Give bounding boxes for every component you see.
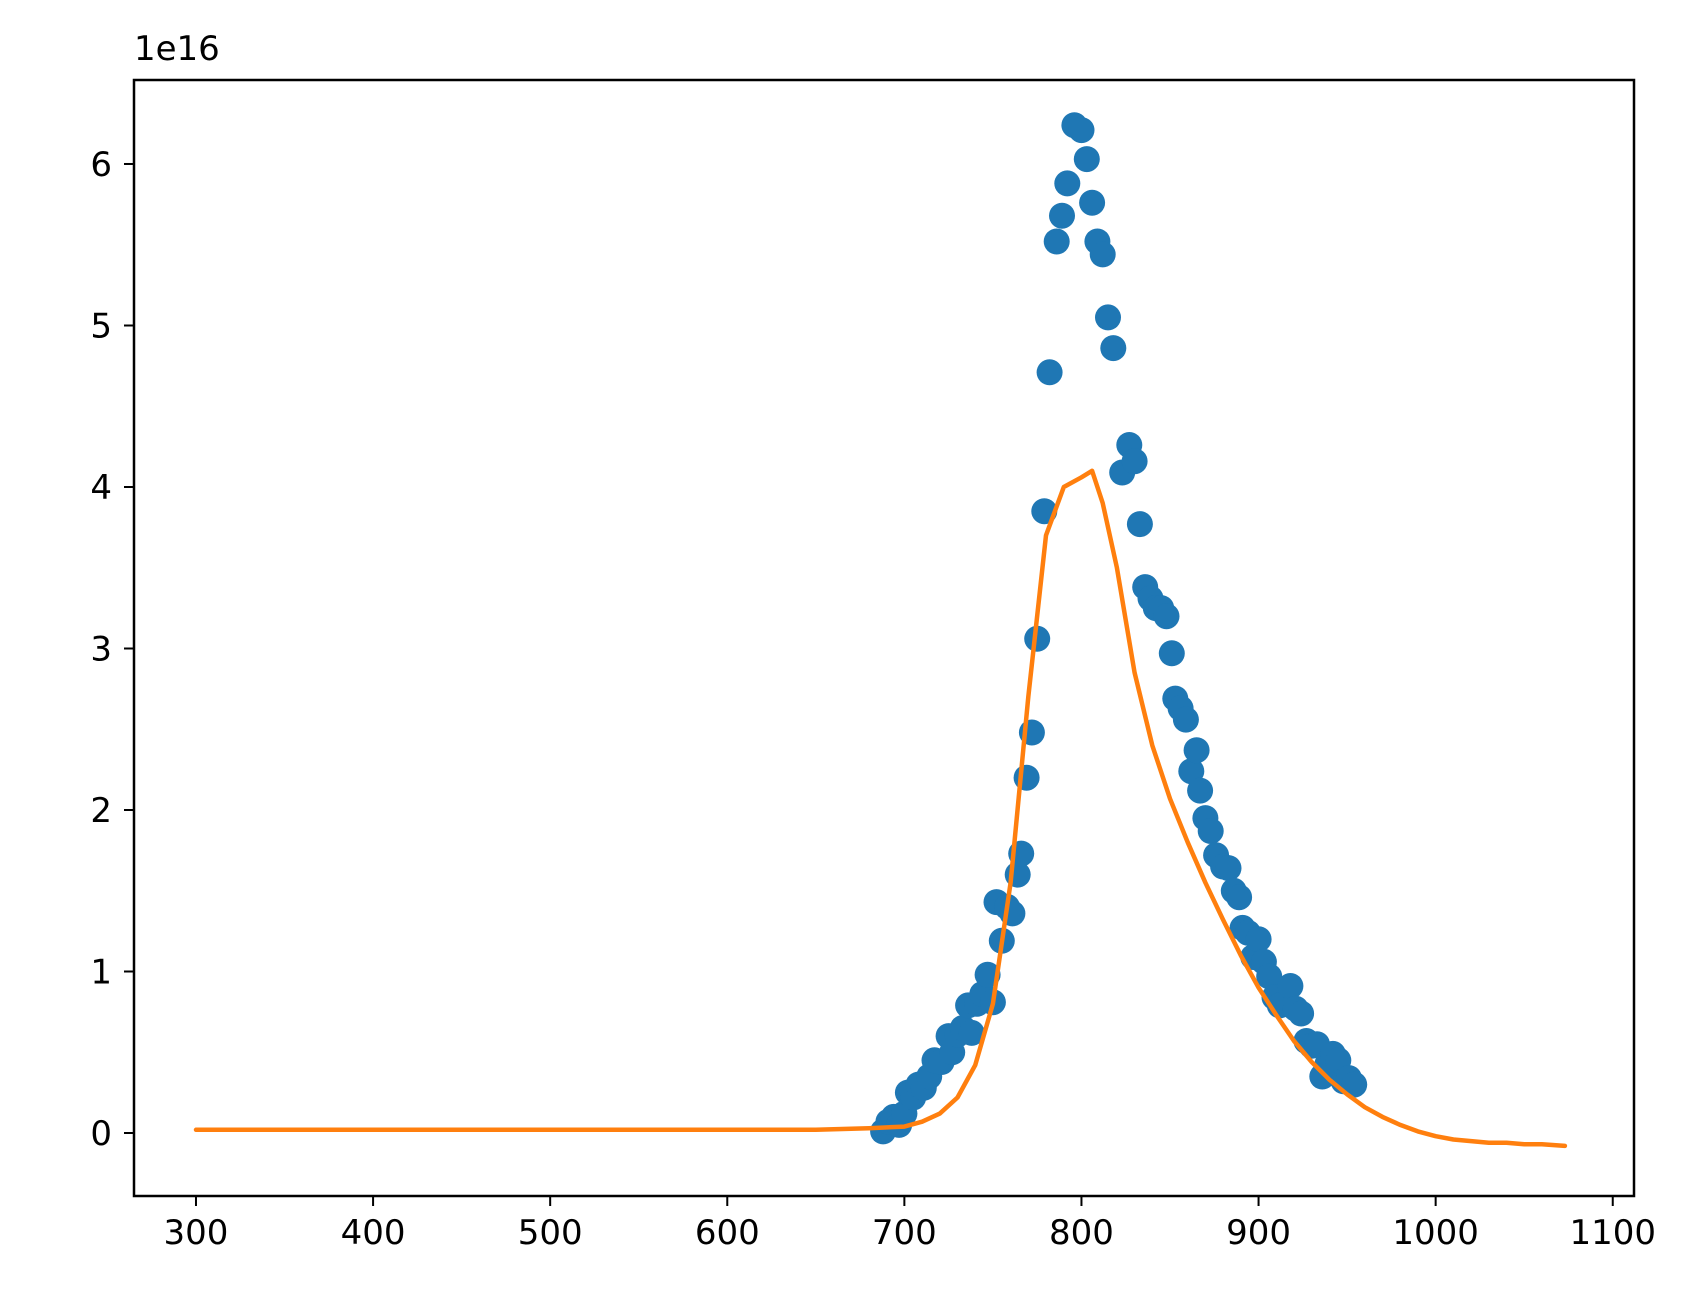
y-tick-label: 2	[90, 791, 112, 831]
axes-frame	[132, 78, 1636, 1198]
y-tick-label: 0	[90, 1114, 112, 1154]
scatter-point	[1024, 625, 1051, 652]
scatter-point	[1100, 335, 1127, 362]
scatter-point	[1187, 777, 1214, 804]
x-tick-label: 300	[164, 1213, 229, 1253]
y-offset-label: 1e16	[134, 29, 220, 69]
x-tick-label: 600	[695, 1213, 760, 1253]
x-tick-label: 700	[872, 1213, 937, 1253]
x-tick-label: 1100	[1569, 1213, 1656, 1253]
scatter-point	[1054, 170, 1081, 197]
y-tick-label: 6	[90, 145, 112, 185]
y-tick-label: 3	[90, 629, 112, 669]
scatter-point	[1226, 884, 1253, 911]
scatter-point	[1126, 511, 1153, 538]
scatter-series	[870, 112, 1368, 1145]
fit-line	[193, 468, 1568, 1149]
scatter-point	[1215, 855, 1242, 882]
scatter-point	[1068, 117, 1095, 144]
scatter-point	[1079, 189, 1106, 216]
x-tick-label: 900	[1226, 1213, 1291, 1253]
scatter-point	[1277, 973, 1304, 999]
plot-area	[193, 112, 1568, 1149]
scatter-point	[1158, 640, 1185, 667]
scatter-point	[1197, 818, 1224, 844]
scatter-point	[958, 1019, 985, 1046]
scatter-point	[1049, 202, 1075, 229]
scatter-point	[1089, 241, 1116, 268]
scatter-point	[1256, 963, 1283, 990]
scatter-point	[1172, 706, 1199, 733]
scatter-point	[1043, 228, 1070, 255]
scatter-point	[1153, 603, 1180, 630]
x-tick-label: 1000	[1392, 1213, 1479, 1253]
scatter-point	[1178, 758, 1205, 785]
x-tick-label: 500	[518, 1213, 583, 1253]
scatter-point	[1245, 926, 1272, 953]
x-tick-label: 800	[1049, 1213, 1114, 1253]
scatter-point	[1036, 359, 1063, 386]
scatter-point	[1073, 146, 1100, 173]
y-tick-label: 4	[90, 468, 112, 508]
scatter-point	[1288, 1000, 1315, 1027]
scatter-point	[1183, 737, 1210, 764]
y-tick-label: 5	[90, 306, 112, 346]
scatter-point	[1341, 1071, 1368, 1098]
scatter-point	[1095, 304, 1121, 331]
scatter-point	[1121, 448, 1148, 475]
y-tick-label: 1	[90, 953, 112, 993]
axes: 300 400 500 600 700 800 900 1000 1100 0 1 2 3 4 5 6	[90, 78, 1656, 1253]
x-tick-label: 400	[341, 1213, 406, 1253]
data-series	[193, 112, 1568, 1149]
